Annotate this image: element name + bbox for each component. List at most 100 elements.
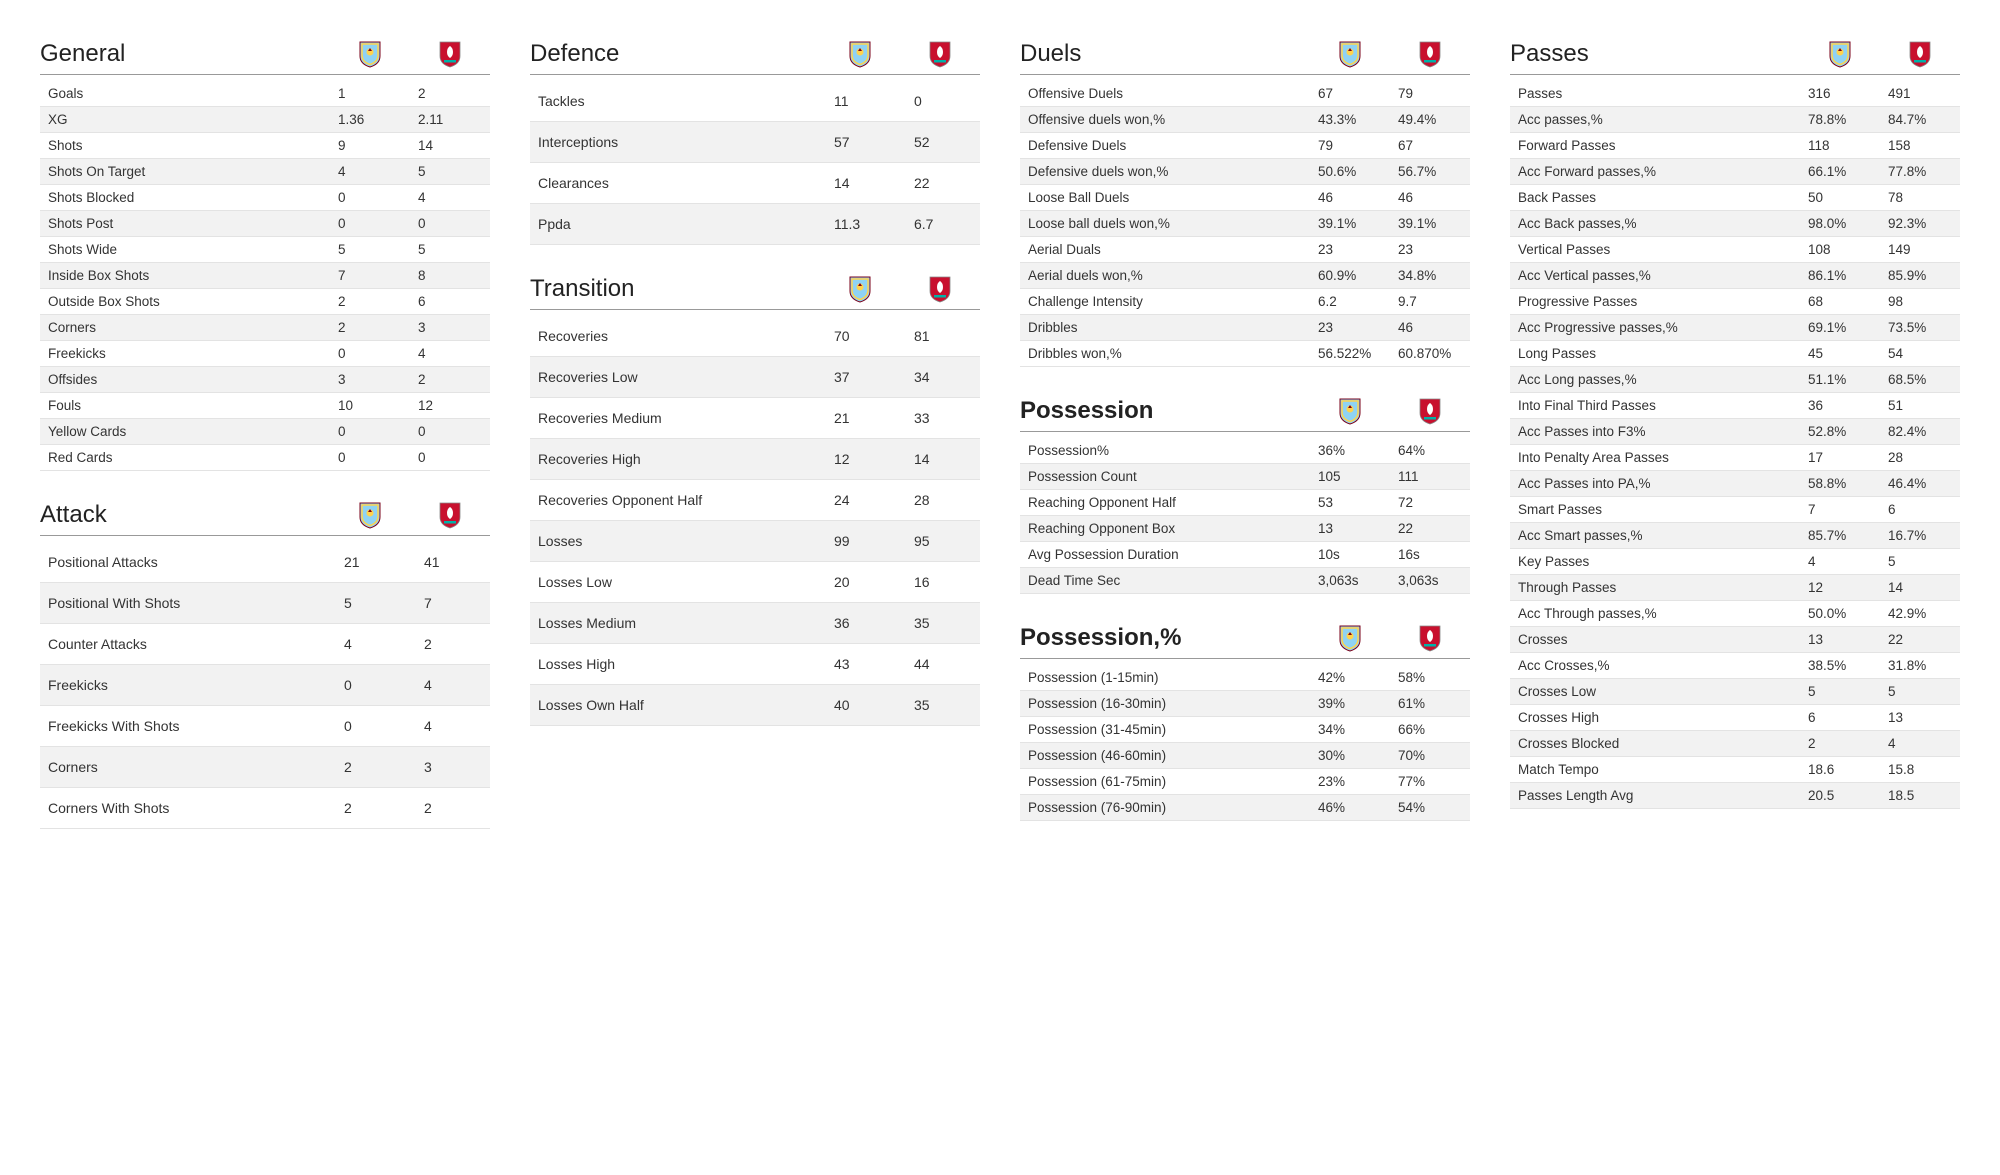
stat-value-team-a: 45 xyxy=(1800,341,1880,367)
stat-value-team-b: 35 xyxy=(900,603,980,644)
section-title: Possession,% xyxy=(1020,624,1310,652)
stat-row: XG 1.36 2.11 xyxy=(40,107,490,133)
stat-row: Passes Length Avg 20.5 18.5 xyxy=(1510,783,1960,809)
stat-value-team-a: 118 xyxy=(1800,133,1880,159)
stat-value-team-b: 28 xyxy=(1880,445,1960,471)
stat-row: Long Passes 45 54 xyxy=(1510,341,1960,367)
stats-table: Possession (1-15min) 42% 58% Possession … xyxy=(1020,665,1470,821)
stat-value-team-b: 4 xyxy=(410,185,490,211)
stat-label: Interceptions xyxy=(530,122,820,163)
section-title: Attack xyxy=(40,501,330,529)
stat-value-team-a: 7 xyxy=(1800,497,1880,523)
stat-label: Shots Wide xyxy=(40,237,330,263)
stat-row: Reaching Opponent Half 53 72 xyxy=(1020,490,1470,516)
stat-row: Crosses 13 22 xyxy=(1510,627,1960,653)
stat-label: Loose ball duels won,% xyxy=(1020,211,1310,237)
stat-label: Acc Passes into F3% xyxy=(1510,419,1800,445)
stat-value-team-b: 7 xyxy=(410,583,490,624)
stat-row: Fouls 10 12 xyxy=(40,393,490,419)
stat-row: Back Passes 50 78 xyxy=(1510,185,1960,211)
stat-value-team-a: 57 xyxy=(820,122,900,163)
stat-value-team-a: 316 xyxy=(1800,81,1880,107)
stat-label: Recoveries Low xyxy=(530,357,820,398)
stat-label: Ppda xyxy=(530,204,820,245)
stats-column: General Goals 1 2 XG 1.36 2.11 Shots 9 1… xyxy=(40,40,490,829)
stat-label: Defensive duels won,% xyxy=(1020,159,1310,185)
stat-value-team-b: 44 xyxy=(900,644,980,685)
stat-row: Recoveries Opponent Half 24 28 xyxy=(530,480,980,521)
stat-value-team-a: 5 xyxy=(1800,679,1880,705)
stat-label: Goals xyxy=(40,81,330,107)
stat-value-team-a: 23 xyxy=(1310,237,1390,263)
stat-value-team-a: 70 xyxy=(820,316,900,357)
team-b-crest-icon xyxy=(410,40,490,68)
stat-value-team-b: 14 xyxy=(1880,575,1960,601)
stat-row: Ppda 11.3 6.7 xyxy=(530,204,980,245)
stat-row: Offensive Duels 67 79 xyxy=(1020,81,1470,107)
stat-label: Crosses xyxy=(1510,627,1800,653)
stat-label: Outside Box Shots xyxy=(40,289,330,315)
stat-row: Acc Long passes,% 51.1% 68.5% xyxy=(1510,367,1960,393)
stat-row: Progressive Passes 68 98 xyxy=(1510,289,1960,315)
stat-value-team-b: 73.5% xyxy=(1880,315,1960,341)
stat-value-team-a: 24 xyxy=(820,480,900,521)
stat-value-team-a: 98.0% xyxy=(1800,211,1880,237)
stat-value-team-a: 69.1% xyxy=(1800,315,1880,341)
team-b-crest-icon xyxy=(1390,397,1470,425)
stat-row: Shots Post 0 0 xyxy=(40,211,490,237)
section-possession_pct: Possession,% Possession (1-15min) 42% 58… xyxy=(1020,624,1470,821)
stat-value-team-a: 13 xyxy=(1800,627,1880,653)
stat-label: Acc Vertical passes,% xyxy=(1510,263,1800,289)
stat-value-team-a: 7 xyxy=(330,263,410,289)
stat-value-team-b: 64% xyxy=(1390,438,1470,464)
stat-label: Offensive Duels xyxy=(1020,81,1310,107)
stat-value-team-a: 2 xyxy=(330,289,410,315)
stat-value-team-b: 28 xyxy=(900,480,980,521)
stat-value-team-b: 60.870% xyxy=(1390,341,1470,367)
stat-value-team-b: 35 xyxy=(900,685,980,726)
section-header: Passes xyxy=(1510,40,1960,75)
stat-label: Clearances xyxy=(530,163,820,204)
stat-value-team-b: 22 xyxy=(1880,627,1960,653)
stat-value-team-b: 77.8% xyxy=(1880,159,1960,185)
stat-row: Freekicks 0 4 xyxy=(40,341,490,367)
stat-row: Defensive Duels 79 67 xyxy=(1020,133,1470,159)
stat-value-team-a: 39% xyxy=(1310,691,1390,717)
stats-table: Recoveries 70 81 Recoveries Low 37 34 Re… xyxy=(530,316,980,726)
stat-label: Freekicks xyxy=(40,665,330,706)
stat-label: Dribbles won,% xyxy=(1020,341,1310,367)
section-header: Duels xyxy=(1020,40,1470,75)
stat-value-team-b: 78 xyxy=(1880,185,1960,211)
stat-row: Possession (16-30min) 39% 61% xyxy=(1020,691,1470,717)
stat-label: Dead Time Sec xyxy=(1020,568,1310,594)
stat-value-team-b: 2 xyxy=(410,367,490,393)
stat-row: Yellow Cards 0 0 xyxy=(40,419,490,445)
stat-row: Offsides 3 2 xyxy=(40,367,490,393)
stat-value-team-b: 18.5 xyxy=(1880,783,1960,809)
stat-value-team-a: 13 xyxy=(1310,516,1390,542)
stat-row: Clearances 14 22 xyxy=(530,163,980,204)
stat-label: Key Passes xyxy=(1510,549,1800,575)
stat-value-team-b: 15.8 xyxy=(1880,757,1960,783)
stat-label: Loose Ball Duels xyxy=(1020,185,1310,211)
section-title: Possession xyxy=(1020,397,1310,425)
stat-row: Possession (46-60min) 30% 70% xyxy=(1020,743,1470,769)
stat-value-team-b: 16.7% xyxy=(1880,523,1960,549)
stat-value-team-b: 149 xyxy=(1880,237,1960,263)
stat-value-team-b: 6 xyxy=(1880,497,1960,523)
stat-label: Through Passes xyxy=(1510,575,1800,601)
stat-value-team-a: 6.2 xyxy=(1310,289,1390,315)
stats-column: Defence Tackles 11 0 Interceptions 57 52… xyxy=(530,40,980,829)
stat-label: Forward Passes xyxy=(1510,133,1800,159)
stat-row: Corners 2 3 xyxy=(40,747,490,788)
stat-label: Aerial duels won,% xyxy=(1020,263,1310,289)
stat-value-team-a: 108 xyxy=(1800,237,1880,263)
stat-row: Possession% 36% 64% xyxy=(1020,438,1470,464)
stat-value-team-a: 30% xyxy=(1310,743,1390,769)
stat-row: Losses 99 95 xyxy=(530,521,980,562)
stat-label: Freekicks With Shots xyxy=(40,706,330,747)
stat-label: Into Penalty Area Passes xyxy=(1510,445,1800,471)
stat-row: Losses High 43 44 xyxy=(530,644,980,685)
section-title: Defence xyxy=(530,40,820,68)
section-possession: Possession Possession% 36% 64% Possessio… xyxy=(1020,397,1470,594)
